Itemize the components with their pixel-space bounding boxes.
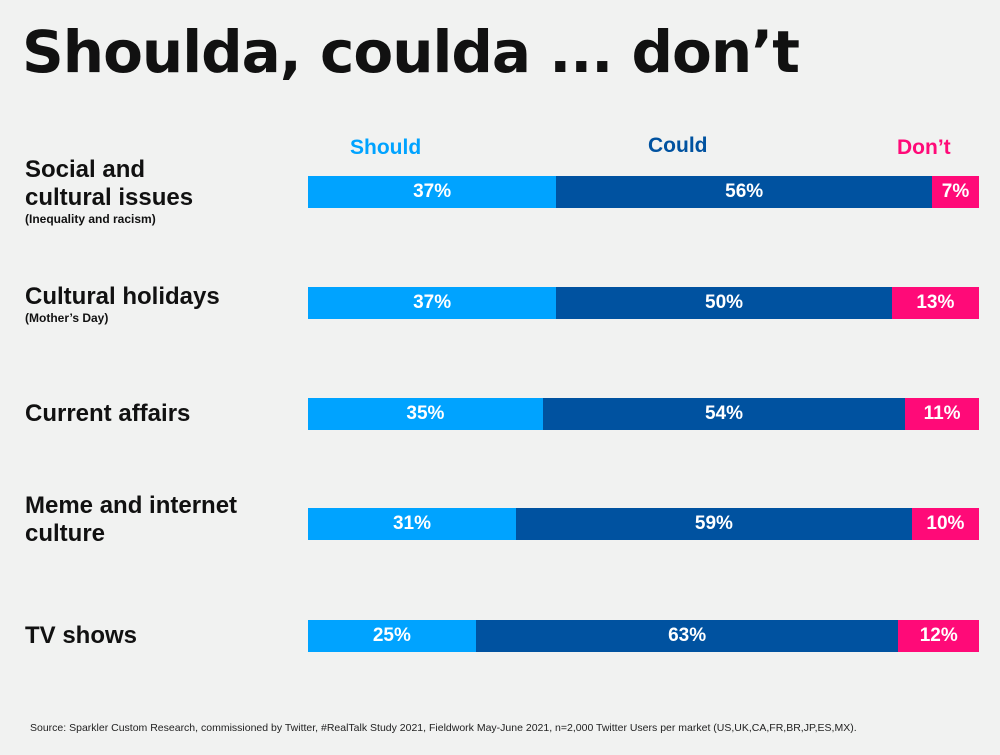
data-label: 12% xyxy=(919,625,958,646)
bar-segment-dont: 11% xyxy=(905,398,979,430)
data-label: 63% xyxy=(668,625,707,646)
category-label: Current affairs xyxy=(25,400,295,428)
data-label: 7% xyxy=(941,181,970,202)
bar-segment-could: 50% xyxy=(556,287,892,319)
bar-segment-dont: 13% xyxy=(891,287,979,319)
legend-dont: Don’t xyxy=(897,136,951,159)
category-subtitle: (Mother’s Day) xyxy=(25,311,109,325)
category-label: Meme and internet culture xyxy=(25,492,275,548)
bar-segment-should: 31% xyxy=(308,508,516,540)
data-label: 31% xyxy=(392,513,432,534)
data-label: 59% xyxy=(694,513,733,534)
category-subtitle: (Inequality and racism) xyxy=(25,212,156,226)
bar-segment-dont: 10% xyxy=(911,508,979,540)
data-label: 10% xyxy=(926,513,965,534)
bar-segment-could: 59% xyxy=(516,508,912,540)
category-name: Meme and internet culture xyxy=(25,492,238,547)
bar-segment-dont: 12% xyxy=(898,620,979,652)
bar-row: 35% 54% 11% xyxy=(308,398,979,430)
category-name: Current affairs xyxy=(25,400,191,427)
category-name: TV shows xyxy=(25,622,138,649)
bar-row: 31% 59% 10% xyxy=(308,508,979,540)
bar-segment-could: 54% xyxy=(542,398,906,430)
bar-segment-should: 37% xyxy=(308,176,557,208)
data-label: 13% xyxy=(916,292,955,313)
data-label: 37% xyxy=(413,292,452,313)
data-label: 25% xyxy=(372,625,411,646)
data-label: 11% xyxy=(923,403,961,424)
category-name: Social and cultural issues xyxy=(25,156,194,211)
bar-row: 37% 56% 7% xyxy=(308,176,979,208)
category-label: TV shows xyxy=(25,622,295,650)
legend-should: Should xyxy=(350,136,422,159)
data-label: 54% xyxy=(704,403,744,424)
bar-segment-should: 37% xyxy=(308,287,557,319)
page-title: Shoulda, coulda ... don’t xyxy=(22,18,800,86)
bar-row: 25% 63% 12% xyxy=(308,620,979,652)
legend-could: Could xyxy=(648,134,708,157)
bar-segment-could: 63% xyxy=(475,620,899,652)
category-label: Social and cultural issues (Inequality an… xyxy=(25,156,225,226)
category-label: Cultural holidays (Mother’s Day) xyxy=(25,283,295,325)
bar-segment-dont: 7% xyxy=(932,176,979,208)
bar-segment-could: 56% xyxy=(556,176,933,208)
bar-segment-should: 35% xyxy=(308,398,543,430)
source-note: Source: Sparkler Custom Research, commis… xyxy=(30,722,857,734)
data-label: 50% xyxy=(705,292,744,313)
bar-segment-should: 25% xyxy=(308,620,476,652)
bar-row: 37% 50% 13% xyxy=(308,287,979,319)
data-label: 37% xyxy=(413,181,452,202)
data-label: 35% xyxy=(406,403,445,424)
data-label: 56% xyxy=(725,181,764,202)
category-name: Cultural holidays xyxy=(25,283,220,310)
